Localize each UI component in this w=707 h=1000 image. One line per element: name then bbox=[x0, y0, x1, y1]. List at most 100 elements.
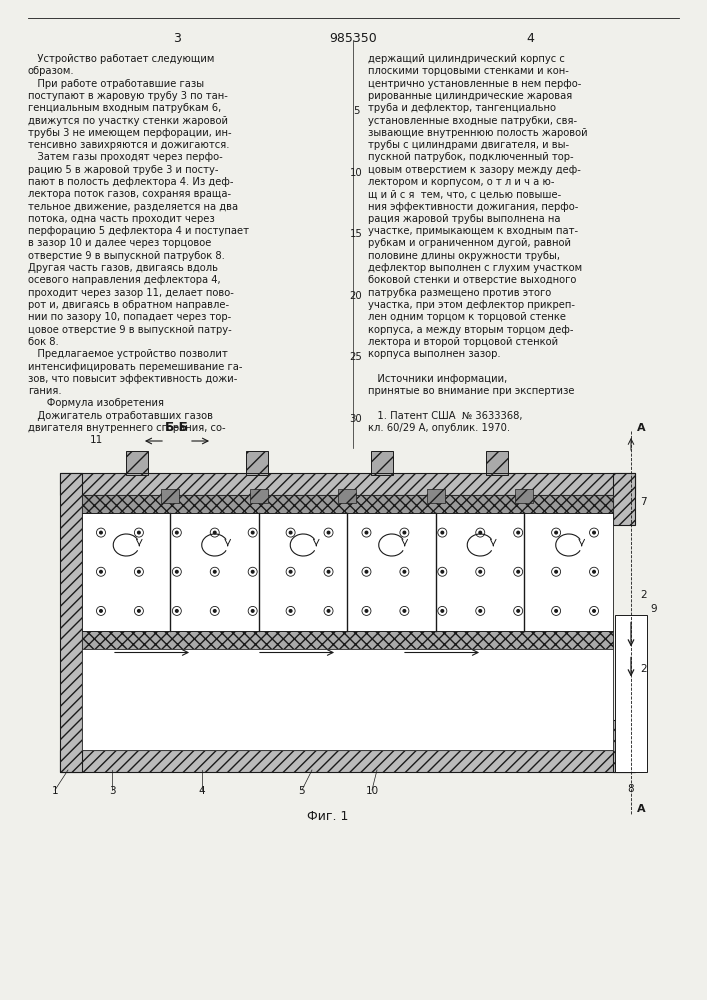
Text: центрично установленные в нем перфо-: центрично установленные в нем перфо- bbox=[368, 79, 581, 89]
Circle shape bbox=[327, 531, 330, 534]
Text: Б-Б: Б-Б bbox=[165, 421, 189, 434]
Circle shape bbox=[175, 610, 178, 612]
Text: 20: 20 bbox=[350, 291, 363, 301]
Circle shape bbox=[441, 570, 443, 573]
Text: 1: 1 bbox=[52, 786, 58, 796]
Text: нии по зазору 10, попадает через тор-: нии по зазору 10, попадает через тор- bbox=[28, 312, 231, 322]
Text: участке, примыкающем к входным пат-: участке, примыкающем к входным пат- bbox=[368, 226, 578, 236]
Text: осевого направления дефлектора 4,: осевого направления дефлектора 4, bbox=[28, 275, 221, 285]
Text: зывающие внутреннюю полость жаровой: зывающие внутреннюю полость жаровой bbox=[368, 128, 588, 138]
Circle shape bbox=[479, 531, 481, 534]
Text: 8: 8 bbox=[628, 784, 634, 794]
Circle shape bbox=[441, 610, 443, 612]
Text: рированные цилиндрические жаровая: рированные цилиндрические жаровая bbox=[368, 91, 572, 101]
Text: трубы 3 не имеющем перфорации, ин-: трубы 3 не имеющем перфорации, ин- bbox=[28, 128, 232, 138]
Text: тенсивно завихряются и дожигаются.: тенсивно завихряются и дожигаются. bbox=[28, 140, 230, 150]
Circle shape bbox=[138, 570, 140, 573]
Circle shape bbox=[214, 570, 216, 573]
Text: Устройство работает следующим: Устройство работает следующим bbox=[28, 54, 214, 64]
Text: боковой стенки и отверстие выходного: боковой стенки и отверстие выходного bbox=[368, 275, 576, 285]
Circle shape bbox=[289, 531, 292, 534]
Circle shape bbox=[403, 570, 406, 573]
Bar bbox=[613, 720, 635, 772]
Circle shape bbox=[175, 570, 178, 573]
Text: цовое отверстие 9 в выпускной патру-: цовое отверстие 9 в выпускной патру- bbox=[28, 325, 232, 335]
Circle shape bbox=[327, 570, 330, 573]
Text: 10: 10 bbox=[350, 168, 363, 178]
Circle shape bbox=[592, 531, 595, 534]
Text: плоскими торцовыми стенками и кон-: плоскими торцовыми стенками и кон- bbox=[368, 66, 569, 76]
Bar bbox=[339, 489, 356, 503]
Circle shape bbox=[214, 531, 216, 534]
Circle shape bbox=[289, 610, 292, 612]
Text: При работе отработавшие газы: При работе отработавшие газы bbox=[28, 79, 204, 89]
Text: А: А bbox=[637, 804, 645, 814]
Text: рот и, двигаясь в обратном направле-: рот и, двигаясь в обратном направле- bbox=[28, 300, 229, 310]
Circle shape bbox=[138, 531, 140, 534]
Circle shape bbox=[403, 610, 406, 612]
Text: патрубка размещено против этого: патрубка размещено против этого bbox=[368, 288, 551, 298]
Text: щ и й с я  тем, что, с целью повыше-: щ и й с я тем, что, с целью повыше- bbox=[368, 189, 561, 199]
Text: в зазор 10 и далее через торцовое: в зазор 10 и далее через торцовое bbox=[28, 238, 211, 248]
Text: 10: 10 bbox=[366, 786, 378, 796]
Text: потока, одна часть проходит через: потока, одна часть проходит через bbox=[28, 214, 215, 224]
Text: участка, при этом дефлектор прикреп-: участка, при этом дефлектор прикреп- bbox=[368, 300, 575, 310]
Text: пускной патрубок, подключенный тор-: пускной патрубок, подключенный тор- bbox=[368, 152, 573, 162]
Text: бок 8.: бок 8. bbox=[28, 337, 59, 347]
Text: интенсифицировать перемешивание га-: интенсифицировать перемешивание га- bbox=[28, 361, 243, 371]
Circle shape bbox=[517, 610, 520, 612]
Bar bbox=[60, 473, 635, 495]
Circle shape bbox=[252, 610, 254, 612]
Circle shape bbox=[214, 610, 216, 612]
Text: 25: 25 bbox=[349, 352, 363, 362]
Text: гания.: гания. bbox=[28, 386, 62, 396]
Bar bbox=[82, 495, 613, 750]
Text: 9: 9 bbox=[650, 603, 657, 613]
Circle shape bbox=[403, 531, 406, 534]
Bar bbox=[371, 451, 393, 475]
Text: 2: 2 bbox=[640, 664, 647, 674]
Circle shape bbox=[327, 610, 330, 612]
Text: трубы с цилиндрами двигателя, и вы-: трубы с цилиндрами двигателя, и вы- bbox=[368, 140, 569, 150]
Circle shape bbox=[479, 570, 481, 573]
Text: 11: 11 bbox=[90, 435, 103, 445]
Circle shape bbox=[555, 570, 557, 573]
Bar bbox=[82, 631, 613, 648]
Circle shape bbox=[479, 610, 481, 612]
Circle shape bbox=[365, 610, 368, 612]
Circle shape bbox=[100, 531, 103, 534]
Text: Затем газы проходят через перфо-: Затем газы проходят через перфо- bbox=[28, 152, 223, 162]
Text: пают в полость дефлектора 4. Из деф-: пают в полость дефлектора 4. Из деф- bbox=[28, 177, 233, 187]
Text: 5: 5 bbox=[298, 786, 305, 796]
Circle shape bbox=[100, 570, 103, 573]
Text: Фиг. 1: Фиг. 1 bbox=[307, 810, 348, 823]
Text: перфорацию 5 дефлектора 4 и поступает: перфорацию 5 дефлектора 4 и поступает bbox=[28, 226, 249, 236]
Circle shape bbox=[592, 610, 595, 612]
Text: 1. Патент США  № 3633368,: 1. Патент США № 3633368, bbox=[368, 411, 522, 421]
Bar bbox=[246, 451, 268, 475]
Circle shape bbox=[252, 570, 254, 573]
Text: принятые во внимание при экспертизе: принятые во внимание при экспертизе bbox=[368, 386, 575, 396]
Circle shape bbox=[555, 610, 557, 612]
Text: 2: 2 bbox=[640, 589, 647, 599]
Bar bbox=[486, 451, 508, 475]
Text: образом.: образом. bbox=[28, 66, 75, 76]
Text: 5: 5 bbox=[353, 106, 359, 116]
Text: лен одним торцом к торцовой стенке: лен одним торцом к торцовой стенке bbox=[368, 312, 566, 322]
Text: рация жаровой трубы выполнена на: рация жаровой трубы выполнена на bbox=[368, 214, 561, 224]
Text: дефлектор выполнен с глухим участком: дефлектор выполнен с глухим участком bbox=[368, 263, 582, 273]
Text: А: А bbox=[637, 423, 645, 433]
Circle shape bbox=[555, 531, 557, 534]
Text: Другая часть газов, двигаясь вдоль: Другая часть газов, двигаясь вдоль bbox=[28, 263, 218, 273]
Text: ния эффективности дожигания, перфо-: ния эффективности дожигания, перфо- bbox=[368, 202, 578, 212]
Circle shape bbox=[365, 570, 368, 573]
Text: установленные входные патрубки, свя-: установленные входные патрубки, свя- bbox=[368, 115, 577, 125]
Text: 3: 3 bbox=[173, 32, 181, 45]
Bar bbox=[126, 451, 148, 475]
Text: 3: 3 bbox=[109, 786, 115, 796]
Text: Источники информации,: Источники информации, bbox=[368, 374, 507, 384]
Circle shape bbox=[441, 531, 443, 534]
Text: отверстие 9 в выпускной патрубок 8.: отверстие 9 в выпускной патрубок 8. bbox=[28, 251, 225, 261]
Text: лектором и корпусом, о т л и ч а ю-: лектором и корпусом, о т л и ч а ю- bbox=[368, 177, 554, 187]
Bar bbox=[60, 473, 82, 772]
